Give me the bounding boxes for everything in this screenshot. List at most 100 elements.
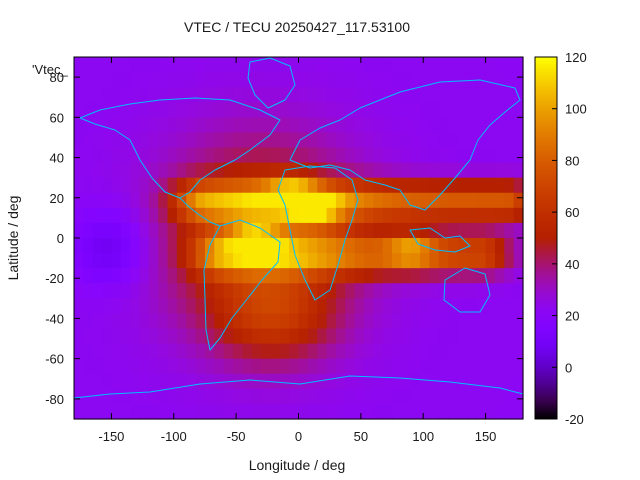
colorbar: -20 0 20 40 60 80 100 120 bbox=[534, 50, 587, 427]
heat-cell bbox=[363, 132, 374, 149]
heat-cell bbox=[466, 238, 477, 254]
heat-cells bbox=[74, 57, 524, 420]
heat-cell bbox=[401, 343, 412, 360]
heat-cell bbox=[429, 343, 440, 360]
heat-cell bbox=[335, 87, 346, 103]
heat-cell bbox=[298, 87, 309, 103]
heat-cell bbox=[476, 388, 487, 405]
heat-cell bbox=[401, 57, 412, 73]
heat-cell bbox=[176, 283, 187, 299]
heat-cell bbox=[111, 102, 122, 118]
heat-cell bbox=[317, 192, 328, 209]
heat-cell bbox=[289, 238, 300, 254]
heat-cell bbox=[223, 283, 234, 299]
heat-cell bbox=[92, 132, 103, 149]
heat-cell bbox=[158, 358, 169, 375]
heat-cell bbox=[233, 313, 243, 330]
heat-cell bbox=[392, 102, 402, 118]
heat-cell bbox=[223, 313, 234, 330]
heat-cell bbox=[270, 268, 281, 284]
heat-cell bbox=[420, 388, 431, 405]
heat-cell bbox=[186, 57, 197, 73]
heat-cell bbox=[457, 298, 468, 315]
heat-cell bbox=[476, 403, 487, 420]
heat-cell bbox=[317, 132, 328, 149]
heat-cell bbox=[382, 373, 393, 390]
heat-cell bbox=[214, 207, 225, 224]
heat-cell bbox=[326, 222, 337, 239]
heat-cell bbox=[83, 268, 94, 284]
heat-cell bbox=[392, 72, 402, 88]
heat-cell bbox=[83, 147, 94, 164]
heat-cell bbox=[261, 147, 272, 164]
heat-cell bbox=[335, 222, 346, 239]
heat-cell bbox=[120, 283, 131, 299]
heat-cell bbox=[401, 87, 412, 103]
heat-cell bbox=[148, 298, 159, 315]
heat-cell bbox=[74, 343, 84, 360]
heat-cell bbox=[111, 162, 122, 179]
heat-cell bbox=[373, 283, 384, 299]
heat-cell bbox=[420, 222, 431, 239]
heat-cell bbox=[223, 117, 234, 134]
heat-cell bbox=[307, 268, 318, 284]
heat-cell bbox=[279, 373, 290, 390]
heat-cell bbox=[139, 87, 150, 103]
heat-cell bbox=[242, 313, 253, 330]
heat-cell bbox=[476, 298, 487, 315]
heat-cell bbox=[513, 313, 524, 330]
heat-cell bbox=[317, 388, 328, 405]
heat-cell bbox=[466, 373, 477, 390]
heat-cell bbox=[186, 132, 197, 149]
heat-cell bbox=[83, 162, 94, 179]
heat-cell bbox=[466, 343, 477, 360]
heat-cell bbox=[317, 298, 328, 315]
heat-cell bbox=[326, 117, 337, 134]
heat-cell bbox=[363, 147, 374, 164]
heat-cell bbox=[102, 328, 113, 345]
heat-cell bbox=[139, 192, 150, 209]
heat-cell bbox=[251, 388, 262, 405]
heat-cell bbox=[410, 72, 421, 88]
heat-cell bbox=[373, 238, 384, 254]
heat-cell bbox=[130, 147, 141, 164]
heat-cell bbox=[120, 343, 131, 360]
y-axis-label: Latitude / deg bbox=[5, 196, 21, 281]
heat-cell bbox=[158, 177, 169, 194]
heat-cell bbox=[92, 177, 103, 194]
heat-cell bbox=[504, 253, 515, 269]
heat-cell bbox=[420, 343, 431, 360]
heat-cell bbox=[298, 132, 309, 149]
heat-cell bbox=[279, 192, 290, 209]
heat-cell bbox=[204, 222, 215, 239]
heat-cell bbox=[513, 283, 524, 299]
heat-cell bbox=[120, 117, 131, 134]
heat-cell bbox=[457, 57, 468, 73]
heat-cell bbox=[233, 147, 243, 164]
heat-cell bbox=[167, 192, 178, 209]
heat-cell bbox=[223, 253, 234, 269]
heat-cell bbox=[148, 192, 159, 209]
heat-cell bbox=[167, 358, 178, 375]
heat-cell bbox=[139, 373, 150, 390]
heat-cell bbox=[214, 343, 225, 360]
heat-cell bbox=[148, 283, 159, 299]
heat-cell bbox=[485, 238, 496, 254]
plot-area: -150 -100 -50 0 50 100 150 -80 -60 -40 -20 0 20 40 60 8… bbox=[45, 56, 524, 444]
heat-cell bbox=[92, 403, 103, 420]
heat-cell bbox=[158, 238, 169, 254]
heat-cell bbox=[392, 87, 402, 103]
heat-cell bbox=[382, 388, 393, 405]
heat-cell bbox=[214, 268, 225, 284]
heat-cell bbox=[270, 388, 281, 405]
heat-cell bbox=[167, 343, 178, 360]
heat-cell bbox=[354, 147, 365, 164]
heat-cell bbox=[176, 403, 187, 420]
heat-cell bbox=[148, 403, 159, 420]
heat-cell bbox=[326, 253, 337, 269]
heat-cell bbox=[494, 117, 505, 134]
heat-cell bbox=[392, 132, 402, 149]
heat-cell bbox=[139, 298, 150, 315]
heat-cell bbox=[74, 238, 84, 254]
heat-cell bbox=[130, 238, 141, 254]
